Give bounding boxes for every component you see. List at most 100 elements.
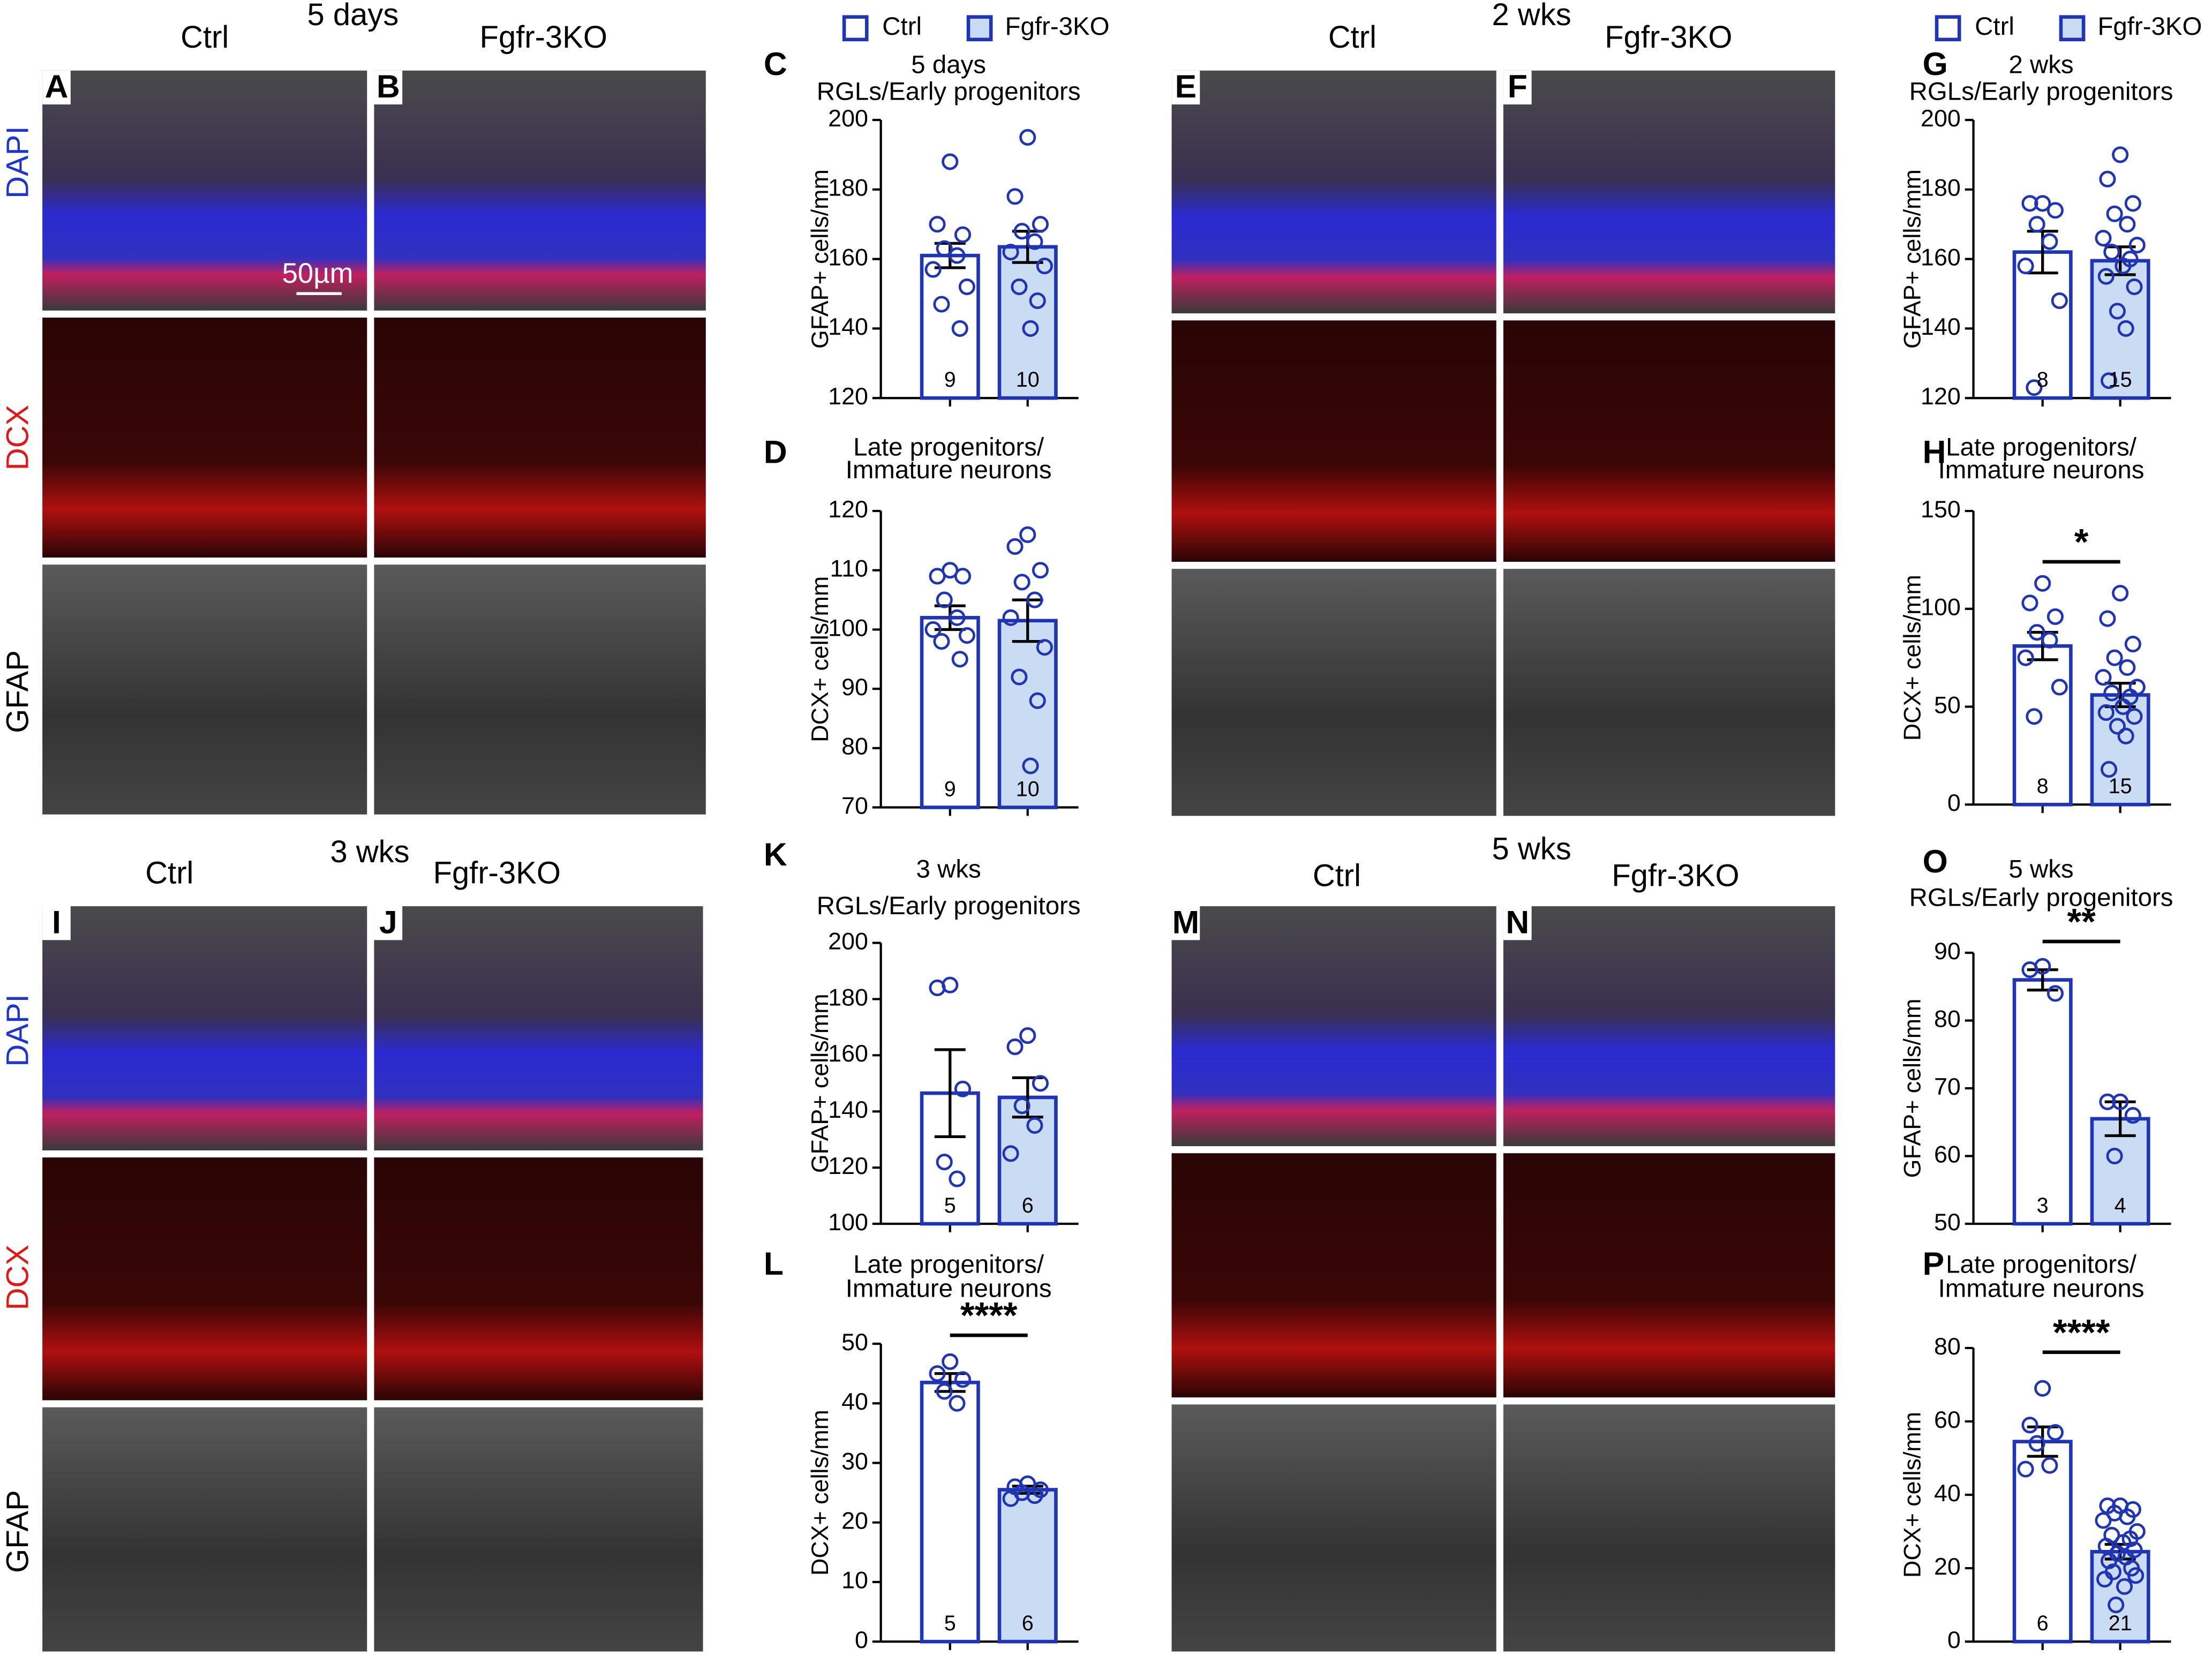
- data-point: [2021, 195, 2038, 212]
- chart-title: Late progenitors/: [853, 433, 1044, 462]
- y-tick-label: 140: [828, 1096, 868, 1123]
- data-point: [2109, 303, 2126, 320]
- data-point: [2106, 1147, 2123, 1165]
- n-label: 8: [2037, 368, 2049, 392]
- row-label: DCX: [1, 1245, 35, 1310]
- micrograph: [374, 70, 706, 311]
- data-point: [2103, 684, 2120, 702]
- data-point: [949, 247, 966, 264]
- data-point: [1032, 1075, 1049, 1092]
- panel-letter: G: [1923, 46, 1948, 82]
- data-point: [2051, 292, 2068, 310]
- data-point: [936, 591, 953, 608]
- data-point: [2116, 1578, 2133, 1595]
- legend-label: Ctrl: [1975, 12, 2014, 41]
- data-point: [1006, 1038, 1024, 1056]
- n-label: 15: [2109, 368, 2132, 392]
- y-tick-label: 200: [828, 928, 868, 954]
- data-point: [1013, 574, 1030, 591]
- data-point: [1036, 258, 1053, 275]
- y-tick-label: 120: [1921, 383, 1961, 410]
- n-label: 4: [2115, 1194, 2126, 1217]
- chart-title: RGLs/Early progenitors: [817, 77, 1081, 106]
- y-tick-label: 90: [1934, 938, 1961, 965]
- y-tick-label: 90: [841, 674, 868, 701]
- micrograph: [1503, 1404, 1835, 1652]
- n-label: 21: [2109, 1612, 2132, 1635]
- data-point: [2026, 708, 2043, 725]
- row-label: GFAP: [1, 650, 35, 733]
- letter-bg: [1503, 906, 1532, 940]
- bar: [2012, 644, 2073, 807]
- data-point: [2126, 278, 2143, 296]
- y-tick-label: 120: [828, 496, 868, 523]
- y-tick-label: 180: [828, 175, 868, 201]
- y-axis-label: DCX+ cells/mm: [1899, 1412, 1926, 1578]
- y-tick-label: 10: [841, 1567, 868, 1594]
- panel-letter: A: [45, 68, 69, 104]
- timepoint: 2 wks: [1492, 0, 1571, 32]
- letter-bg: [42, 906, 71, 940]
- data-point: [2017, 258, 2034, 275]
- chart-title: Immature neurons: [1938, 1274, 2145, 1303]
- data-point: [2127, 1567, 2145, 1584]
- n-label: 9: [944, 777, 956, 801]
- micrograph: [42, 70, 367, 311]
- n-label: 10: [1016, 368, 1040, 392]
- panel-letter: K: [764, 836, 787, 872]
- significance: ****: [960, 1295, 1018, 1336]
- chart-title: 3 wks: [916, 855, 981, 884]
- y-tick-label: 200: [828, 105, 868, 132]
- legend-swatch: [2059, 15, 2086, 42]
- data-point: [1022, 757, 1039, 774]
- micrograph: [1171, 320, 1496, 562]
- chart-title: 2 wks: [2008, 50, 2073, 79]
- significance: *: [2074, 521, 2089, 562]
- data-point: [2021, 1417, 2038, 1434]
- data-point: [2119, 659, 2136, 676]
- panel-letter: O: [1923, 843, 1948, 879]
- data-point: [924, 261, 942, 278]
- micrograph: [1171, 906, 1496, 1147]
- chart-title: Immature neurons: [846, 456, 1052, 484]
- data-point: [2117, 727, 2134, 744]
- n-label: 10: [1016, 777, 1040, 801]
- y-tick-label: 80: [1934, 1005, 1961, 1032]
- data-point: [2106, 205, 2123, 222]
- data-point: [2095, 230, 2112, 247]
- y-tick-label: 110: [830, 555, 868, 582]
- data-point: [2034, 575, 2051, 592]
- y-axis-label: GFAP+ cells/mm: [1899, 169, 1926, 349]
- chart-title: RGLs/Early progenitors: [1909, 77, 2173, 106]
- data-point: [2021, 961, 2038, 978]
- data-point: [2109, 718, 2126, 735]
- bar: [2012, 250, 2073, 400]
- data-point: [2026, 379, 2043, 396]
- row-label: DAPI: [1, 126, 35, 198]
- y-tick-label: 140: [828, 313, 868, 340]
- data-point: [949, 1395, 966, 1412]
- data-point: [2097, 268, 2115, 285]
- data-point: [954, 226, 972, 243]
- y-axis-label: GFAP+ cells/mm: [1899, 999, 1926, 1178]
- timepoint: 3 wks: [330, 835, 409, 869]
- data-point: [942, 1353, 959, 1370]
- scale-bar-label: 50µm: [282, 258, 353, 289]
- significance: **: [2067, 901, 2096, 942]
- y-tick-label: 120: [828, 1153, 868, 1179]
- data-point: [1006, 538, 1024, 555]
- y-tick-label: 70: [841, 792, 868, 819]
- data-point: [936, 1383, 953, 1400]
- micrograph: [374, 564, 706, 815]
- data-point: [2041, 233, 2058, 250]
- y-tick-label: 180: [828, 984, 868, 1011]
- data-point: [2017, 649, 2034, 666]
- data-point: [958, 278, 975, 296]
- data-point: [1029, 692, 1046, 709]
- y-tick-label: 50: [841, 1329, 868, 1356]
- data-point: [1036, 639, 1053, 656]
- data-point: [2096, 1571, 2113, 1588]
- data-point: [1032, 216, 1049, 233]
- y-tick-label: 0: [855, 1627, 868, 1653]
